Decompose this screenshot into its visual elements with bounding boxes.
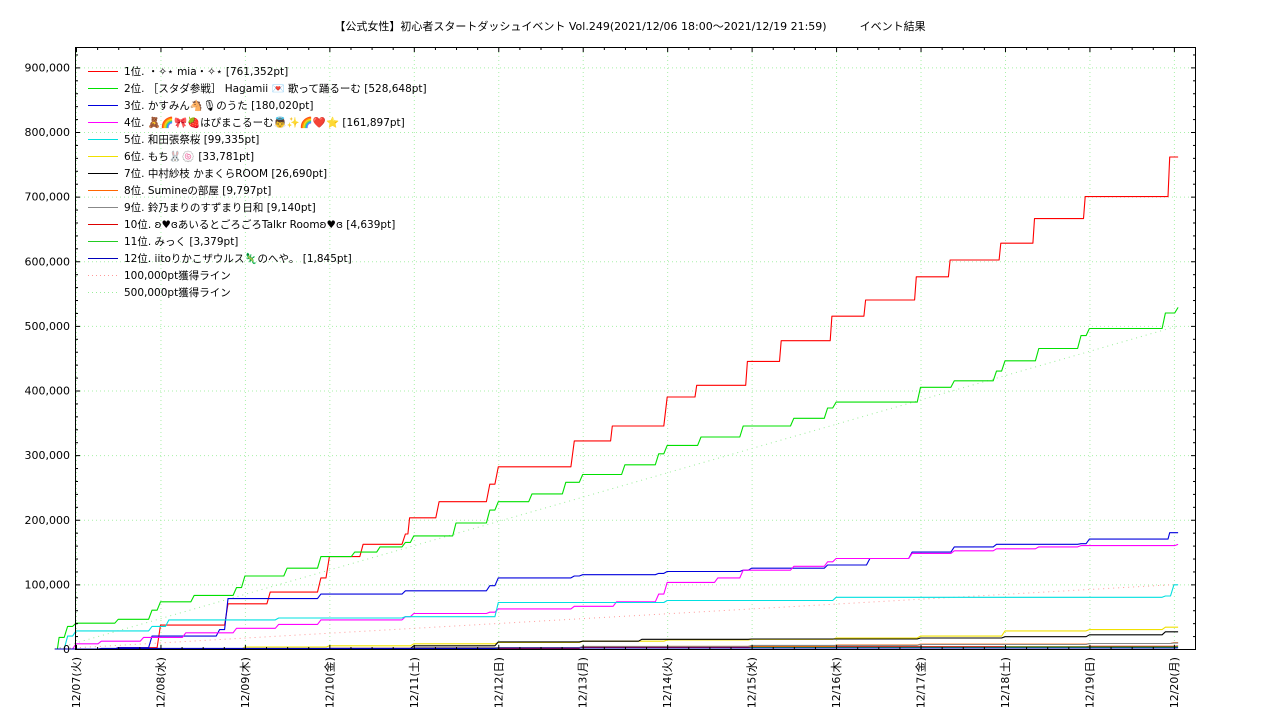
series-line-5: [54, 584, 1179, 650]
legend-entry-9: 9位. 鈴乃まりのすずまり日和 [9,140pt]: [124, 201, 316, 214]
x-tick-label: 12/11(土): [408, 657, 421, 708]
y-tick-label: 400,000: [25, 385, 71, 398]
legend-entry-2: 2位. ［スタダ参戦］ Hagamii 💌 歌って踊るーむ [528,648pt…: [124, 82, 427, 95]
grid-lines: [76, 48, 1195, 649]
y-axis: 0 100,000 200,000 300,000 400,000 500,000 600,…: [25, 54, 1195, 656]
legend-entry-12: 12位. iitoりかこザウルス🦎のへや。 [1,845pt]: [124, 252, 352, 265]
legend-entry-5: 5位. 和田張祭桜 [99,335pt]: [124, 133, 259, 146]
y-tick-label: 800,000: [25, 126, 71, 139]
x-tick-label: 12/08(水): [154, 657, 167, 708]
x-tick-label: 12/19(日): [1083, 657, 1096, 708]
legend-entry-4: 4位. 🧸🌈🎀🍓はぴまこるーむ👼✨🌈❤️⭐ [161,897pt]: [124, 116, 405, 129]
y-tick-label: 500,000: [25, 320, 71, 333]
legend: 1位. ・✧⋆ mia・✧⋆ [761,352pt] 2位. ［スタダ参戦］ Ha…: [88, 65, 427, 299]
plot-frame: [75, 47, 1196, 650]
y-tick-label: 600,000: [25, 255, 71, 268]
legend-entry-11: 11位. みっく [3,379pt]: [124, 235, 238, 248]
x-tick-label: 12/10(金): [322, 657, 336, 708]
series-line-13: [54, 583, 1179, 650]
x-axis: 12/07(火) 12/08(水) 12/09(木) 12/10(金) 12/11(土)…: [70, 48, 1196, 708]
x-tick-label: 12/13(月): [577, 657, 590, 708]
x-tick-label: 12/16(木): [830, 657, 843, 708]
x-tick-label: 12/17(金): [914, 657, 928, 708]
legend-entry-1: 1位. ・✧⋆ mia・✧⋆ [761,352pt]: [124, 65, 288, 78]
guide-lines: [54, 325, 1179, 650]
series-line-9: [54, 642, 1179, 650]
y-tick-label: 100,000: [25, 578, 71, 591]
legend-entry-13: 100,000pt獲得ライン: [124, 269, 231, 282]
y-tick-label: 300,000: [25, 449, 71, 462]
chart-title: 【公式女性】初心者スタートダッシュイベント Vol.249(2021/12/06…: [334, 19, 925, 33]
series-line-3: [54, 532, 1179, 650]
y-tick-label: 0: [63, 643, 70, 656]
series-line-7: [54, 631, 1179, 650]
x-tick-label: 12/09(木): [239, 657, 252, 708]
series-line-14: [54, 325, 1179, 650]
x-tick-label: 12/14(火): [661, 657, 674, 708]
y-tick-label: 900,000: [25, 61, 71, 74]
x-tick-label: 12/12(日): [492, 657, 505, 708]
series-line-2: [54, 307, 1179, 650]
y-tick-label: 200,000: [25, 514, 71, 527]
legend-entry-6: 6位. もち🐰🍥 [33,781pt]: [124, 150, 254, 163]
y-tick-label: 700,000: [25, 191, 71, 204]
legend-entry-10: 10位. ʚ♥ɞあいるとごろごろTalkr Roomʚ♥ɞ [4,639pt]: [124, 218, 395, 231]
x-tick-label: 12/18(土): [999, 657, 1012, 708]
series-line-6: [54, 626, 1179, 650]
series-line-12: [54, 647, 1179, 650]
legend-entry-7: 7位. 中村紗枝 かまくらROOM [26,690pt]: [124, 167, 327, 180]
x-tick-label: 12/15(水): [746, 657, 759, 708]
legend-entry-14: 500,000pt獲得ライン: [124, 286, 231, 299]
legend-entry-3: 3位. かすみん🐴🎙のうた [180,020pt]: [124, 99, 314, 112]
x-tick-label: 12/07(火): [70, 657, 83, 708]
x-tick-label: 12/20(月): [1168, 657, 1181, 708]
series-line-4: [54, 543, 1179, 650]
legend-entry-8: 8位. Sumineの部屋 [9,797pt]: [124, 184, 271, 197]
